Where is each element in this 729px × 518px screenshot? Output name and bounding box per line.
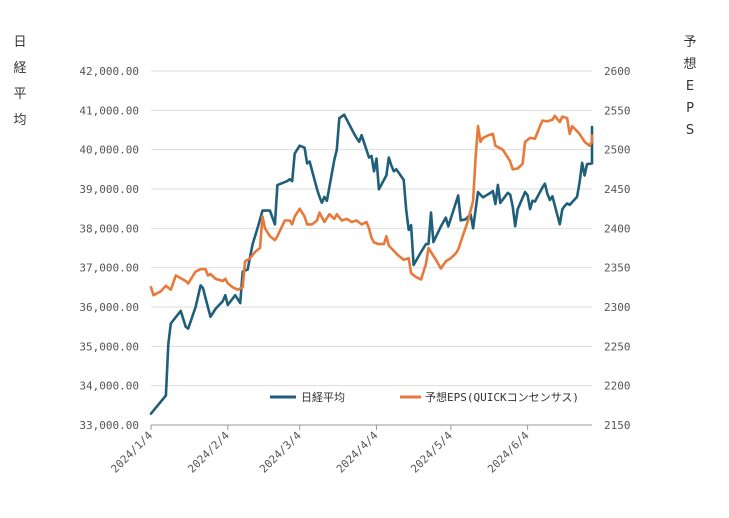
right-tick-label: 2600 xyxy=(604,65,631,78)
left-tick-label: 34,000.00 xyxy=(79,380,139,393)
left-axis-label: 日経平均 xyxy=(13,35,26,128)
left-tick-label: 40,000.00 xyxy=(79,144,139,157)
x-tick-label: 2024/1/4 xyxy=(108,429,155,476)
series-line-eps xyxy=(149,114,594,297)
right-tick-label: 2300 xyxy=(604,301,631,314)
right-axis-label-char: P xyxy=(686,101,694,116)
right-axis-label-char: 予 xyxy=(683,35,696,50)
series-line-nikkei xyxy=(149,113,594,415)
right-tick-label: 2550 xyxy=(604,104,631,117)
right-tick-label: 2500 xyxy=(604,144,631,157)
left-axis-label-char: 均 xyxy=(13,113,26,128)
x-tick-label: 2024/2/4 xyxy=(185,429,232,476)
legend-label-eps: 予想EPS(QUICKコンセンサス) xyxy=(425,390,579,404)
left-tick-label: 39,000.00 xyxy=(79,183,139,196)
right-tick-label: 2400 xyxy=(604,222,631,235)
left-axis-label-char: 日 xyxy=(13,35,26,50)
x-tick-label: 2024/5/4 xyxy=(408,429,455,476)
left-tick-label: 37,000.00 xyxy=(79,262,139,275)
right-axis-label-char: S xyxy=(686,123,694,138)
right-axis-label: 予想EPS xyxy=(683,35,696,138)
right-tick-label: 2250 xyxy=(604,340,631,353)
legend: 日経平均 予想EPS(QUICKコンセンサス) xyxy=(270,390,579,404)
left-axis-label-char: 経 xyxy=(13,61,26,76)
left-tick-label: 33,000.00 xyxy=(79,419,139,432)
left-axis-ticks: 33,000.00 34,000.00 35,000.00 36,000.00 37,0… xyxy=(79,65,139,432)
left-tick-label: 41,000.00 xyxy=(79,104,139,117)
x-axis: 2024/1/4 2024/2/4 2024/3/4 2024/4/4 2024/5/4… xyxy=(108,424,592,476)
right-tick-label: 2350 xyxy=(604,262,631,275)
legend-label-nikkei: 日経平均 xyxy=(301,391,345,404)
left-tick-label: 35,000.00 xyxy=(79,340,139,353)
right-tick-label: 2200 xyxy=(604,380,631,393)
right-tick-label: 2450 xyxy=(604,183,631,196)
x-tick-label: 2024/4/4 xyxy=(334,429,381,476)
left-tick-label: 38,000.00 xyxy=(79,222,139,235)
left-tick-label: 36,000.00 xyxy=(79,301,139,314)
right-axis-ticks: 2150 2200 2250 2300 2350 2400 2450 2500 2550 2600 xyxy=(604,65,631,432)
right-axis-label-char: E xyxy=(686,79,694,94)
x-tick-label: 2024/3/4 xyxy=(257,429,304,476)
x-tick-label: 2024/6/4 xyxy=(485,429,532,476)
series-lines xyxy=(149,113,594,415)
right-tick-label: 2150 xyxy=(604,419,631,432)
gridlines xyxy=(151,70,592,426)
right-axis-label-char: 想 xyxy=(683,56,696,72)
left-tick-label: 42,000.00 xyxy=(79,65,139,78)
left-axis-label-char: 平 xyxy=(13,87,26,102)
